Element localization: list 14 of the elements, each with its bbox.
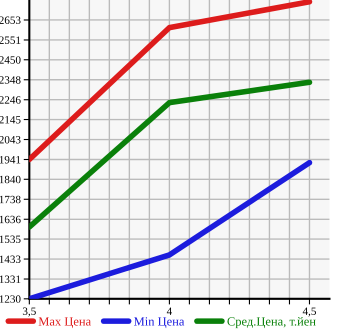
x-tick-label: 4 (166, 308, 172, 315)
legend-label: Min Цена (134, 317, 184, 328)
y-tick-label: 1535 (0, 236, 21, 244)
y-tick-label: 1433 (0, 256, 21, 264)
y-tick-label: 1941 (0, 156, 20, 164)
y-tick-label: 1738 (0, 196, 21, 204)
y-tick-label: 1331 (0, 276, 20, 283)
y-tick-label: 1230 (0, 295, 21, 303)
y-tick-label: 1840 (0, 176, 21, 184)
x-tick-label: 4,5 (302, 308, 316, 317)
legend-label: Сред.Цена, т.йен (227, 316, 316, 328)
x-tick-label: 3,5 (22, 308, 36, 317)
legend-label: Max Цена (38, 317, 91, 328)
y-tick-label: 1636 (0, 216, 21, 224)
